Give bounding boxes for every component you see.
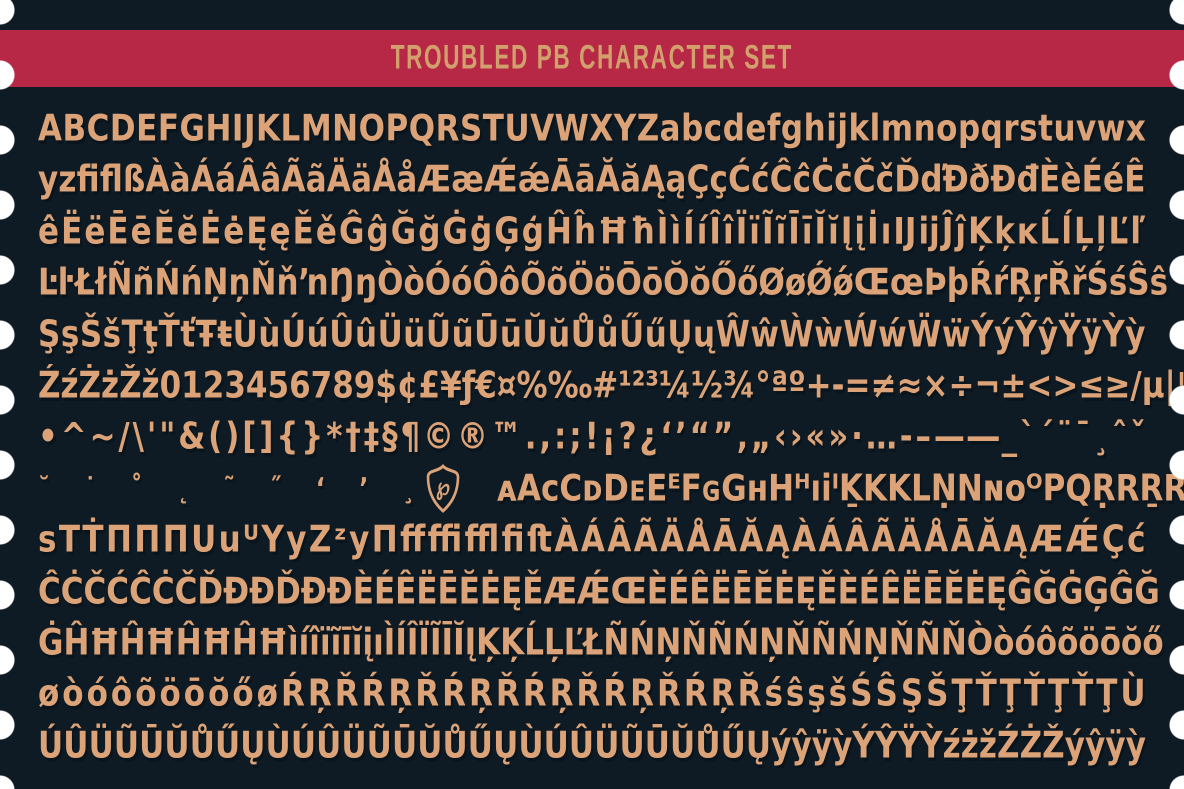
smallcap-alternates: ᴀAᴄCᴅDᴇEᴱFɢGʜHᴴıiᴵḴKKLṆNɴᴏᴼPQṚRṞRṞs	[496, 467, 1184, 510]
svg-text:℘: ℘	[436, 473, 450, 501]
perforation-left-edge	[0, 0, 26, 789]
page-title: TROUBLED PB CHARACTER SET	[390, 39, 794, 77]
banner: TROUBLED PB CHARACTER SET	[0, 30, 1184, 87]
pb-shield-monogram-icon: ℘	[426, 463, 460, 513]
glyph-row-punctuation-symbols: • ^ ~ / \ ' " &()[]{} * † ‡ § ¶ © ® ™.,:;! ¡? ¿ ‘’ “” ‚ „ ‹ › «»…	[38, 415, 1146, 459]
diacritic-marks: ˘ ˙ ˚ ˛ ˜ ˝ ʻ ʼ ¸	[38, 471, 415, 505]
